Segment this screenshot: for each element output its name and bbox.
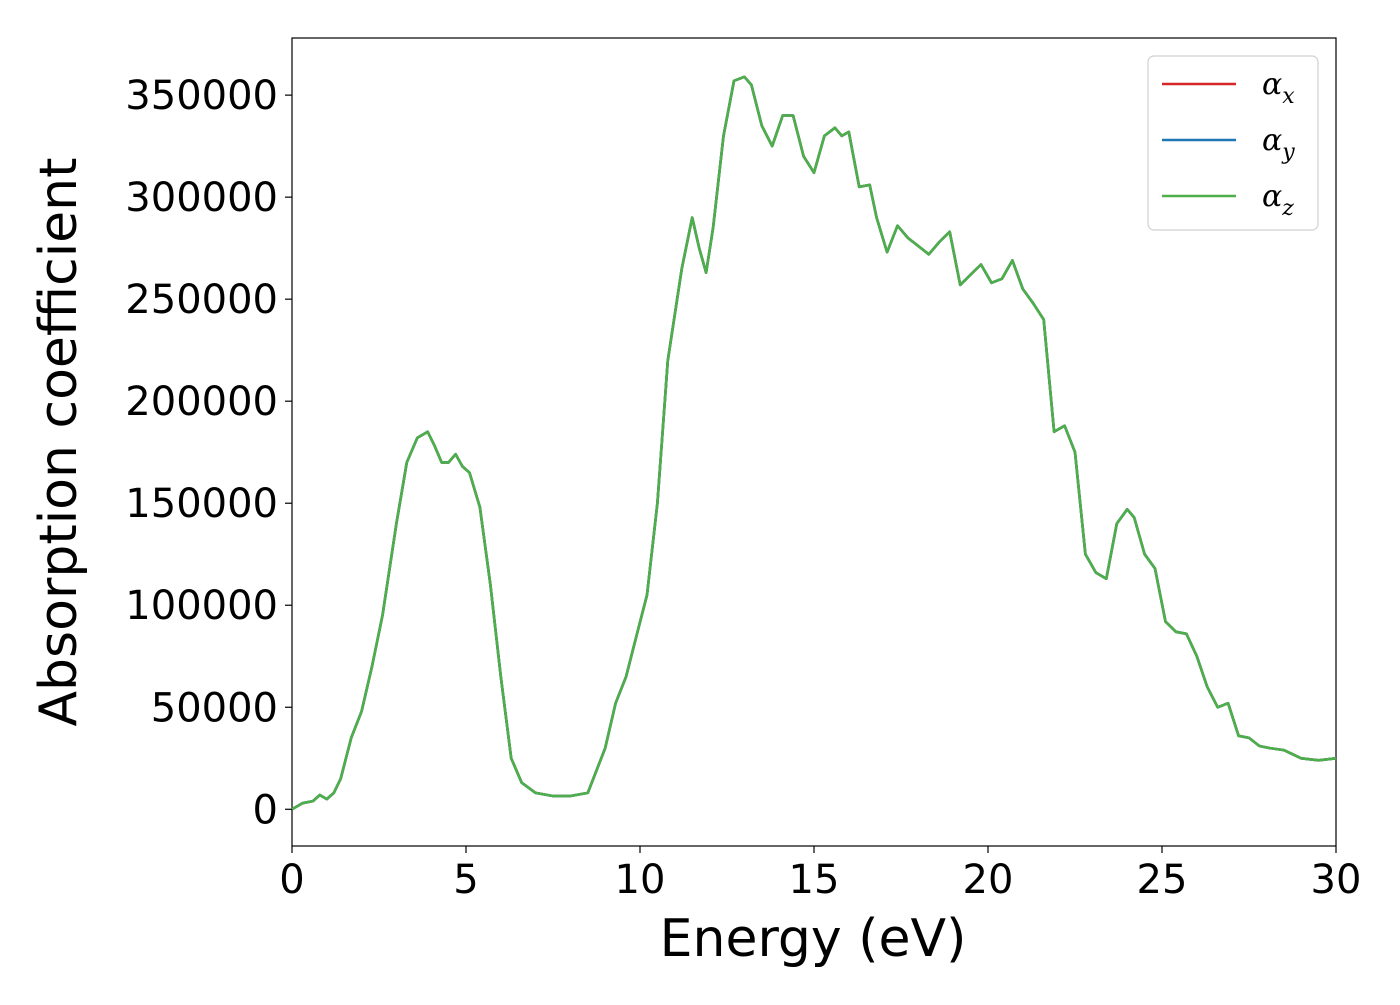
x-tick-label: 15 xyxy=(789,857,840,903)
y-axis-ticks: 0 50000 100000 150000 200000 250000 300000 3500… xyxy=(125,73,292,833)
x-axis-title: Energy (eV) xyxy=(660,909,967,969)
y-tick-label: 150000 xyxy=(125,481,278,527)
y-tick-label: 100000 xyxy=(125,583,278,629)
y-tick-label: 0 xyxy=(253,787,278,833)
x-tick-label: 20 xyxy=(963,857,1014,903)
x-tick-label: 10 xyxy=(615,857,666,903)
y-axis-title: Absorption coefficient xyxy=(29,157,89,726)
x-axis-ticks: 0 5 10 15 20 25 30 xyxy=(279,846,1361,903)
y-tick-label: 200000 xyxy=(125,379,278,425)
x-tick-label: 25 xyxy=(1137,857,1188,903)
legend-box xyxy=(1147,55,1319,231)
series-line-3 xyxy=(291,75,1337,811)
series-layer xyxy=(291,75,1337,811)
x-tick-label: 30 xyxy=(1311,857,1362,903)
y-tick-label: 250000 xyxy=(125,277,278,323)
y-tick-label: 300000 xyxy=(125,175,278,221)
y-tick-label: 50000 xyxy=(151,685,278,731)
x-tick-label: 5 xyxy=(453,857,478,903)
x-tick-label: 0 xyxy=(279,857,304,903)
y-tick-label: 350000 xyxy=(125,73,278,119)
